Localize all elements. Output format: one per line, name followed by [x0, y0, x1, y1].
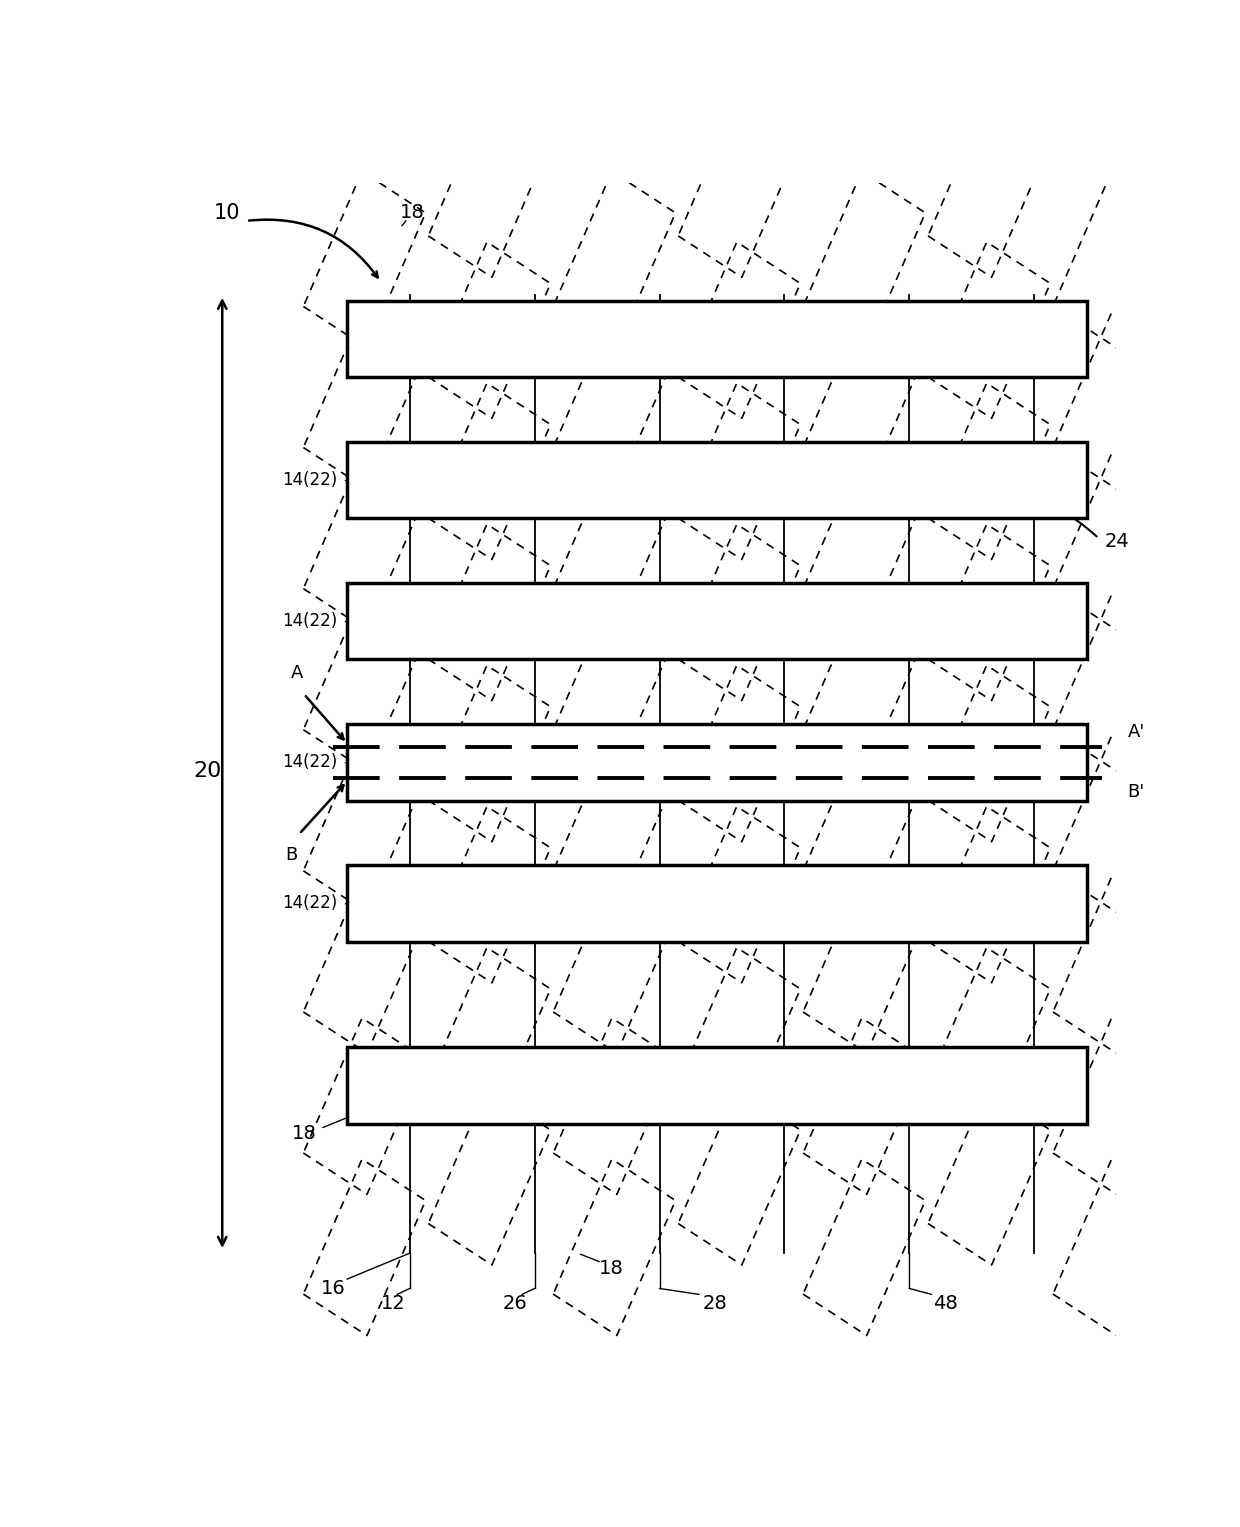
- Text: 24: 24: [417, 594, 441, 612]
- Text: 28: 28: [703, 1295, 728, 1313]
- Text: B: B: [285, 846, 298, 864]
- Bar: [347, 866, 1087, 942]
- Text: 12: 12: [381, 1295, 405, 1313]
- Text: A': A': [1127, 724, 1145, 741]
- Bar: [347, 1048, 1087, 1124]
- Bar: [347, 724, 1087, 800]
- Bar: [347, 301, 1087, 377]
- Text: 10: 10: [213, 203, 241, 223]
- Bar: [347, 583, 1087, 660]
- Bar: [347, 441, 1087, 518]
- Text: 14(22): 14(22): [283, 612, 337, 631]
- Text: 16: 16: [320, 1280, 345, 1298]
- Text: 18: 18: [401, 203, 425, 221]
- Text: 48: 48: [932, 1295, 957, 1313]
- Text: B': B': [1127, 783, 1145, 802]
- Text: 18: 18: [291, 1124, 316, 1142]
- Text: 18: 18: [599, 1258, 624, 1278]
- Text: 14(22): 14(22): [283, 895, 337, 913]
- Text: 14(22): 14(22): [283, 753, 337, 771]
- Text: 14(22): 14(22): [283, 472, 337, 489]
- Text: 24: 24: [1105, 533, 1130, 551]
- Text: A: A: [291, 664, 304, 683]
- Text: 20: 20: [193, 760, 222, 782]
- Text: 26: 26: [503, 1295, 528, 1313]
